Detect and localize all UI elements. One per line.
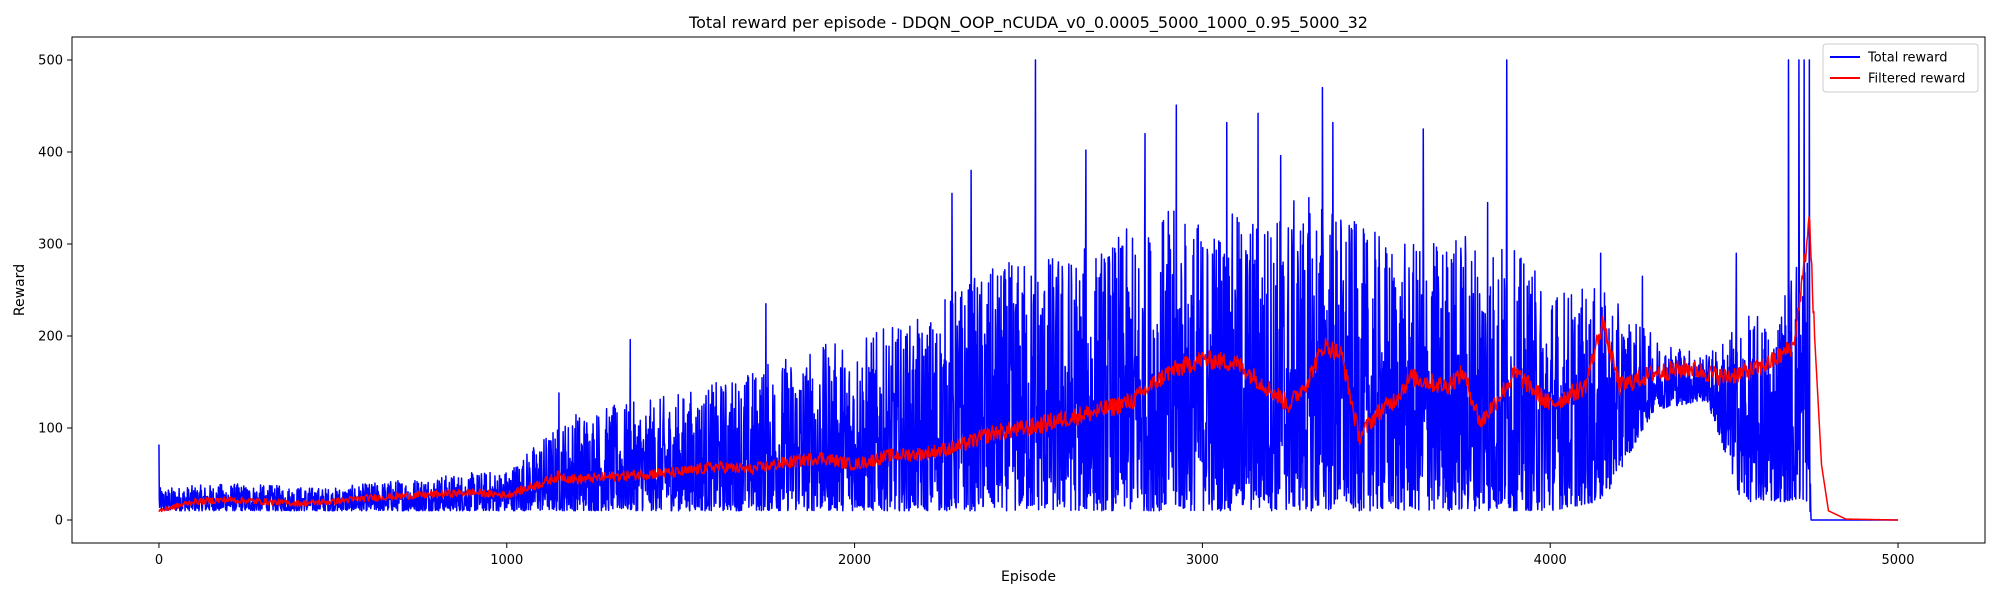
axes-frame [71, 36, 1986, 544]
chart-title: Total reward per episode - DDQN_OOP_nCUD… [688, 13, 1368, 33]
y-axis-label: Reward [12, 264, 28, 316]
x-axis-ticks: 0 1000 2000 3000 4000 5000 [155, 543, 1915, 568]
series-line-filtered-reward [158, 216, 1899, 521]
x-tick-label: 4000 [1534, 553, 1567, 568]
x-tick-label: 2000 [838, 553, 871, 568]
y-tick-label: 200 [38, 330, 63, 345]
y-tick-label: 300 [38, 238, 63, 253]
legend-entry-filtered-reward: Filtered reward [1868, 72, 1965, 87]
y-tick-label: 500 [38, 54, 63, 69]
legend-box [1822, 43, 1979, 93]
x-tick-label: 1000 [490, 553, 523, 568]
x-axis-label: Episode [1001, 569, 1056, 585]
y-tick-label: 100 [38, 422, 63, 437]
legend-entry-total-reward: Total reward [1867, 51, 1948, 66]
y-tick-label: 400 [38, 146, 63, 161]
x-tick-label: 0 [155, 553, 163, 568]
y-tick-label: 0 [55, 514, 63, 529]
plot-area [71, 36, 1986, 544]
y-axis-ticks: 0 100 200 300 400 500 [38, 54, 72, 529]
x-tick-label: 5000 [1881, 553, 1914, 568]
series-line-total-reward [158, 59, 1899, 521]
x-tick-label: 3000 [1186, 553, 1219, 568]
legend: Total reward Filtered reward [1822, 43, 1979, 93]
